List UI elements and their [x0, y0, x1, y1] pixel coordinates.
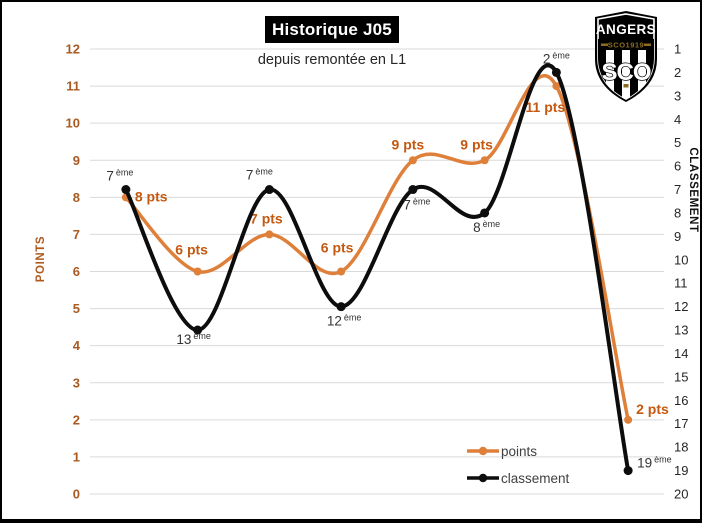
left-axis-tick: 10 [66, 116, 80, 131]
right-axis-tick: 17 [674, 416, 688, 431]
points-data-label: 6 pts [175, 242, 208, 258]
logo-club-name: ANGERS [596, 22, 656, 37]
chart-title: Historique J05 [272, 19, 392, 39]
points-data-label: 8 pts [135, 188, 168, 204]
classement-line-key-icon [467, 473, 499, 483]
points-data-label: 9 pts [392, 136, 425, 152]
classement-marker [551, 67, 561, 77]
left-axis-title: POINTS [35, 235, 47, 283]
classement-marker [121, 185, 131, 195]
right-axis-tick: 10 [674, 252, 688, 267]
points-data-label: 6 pts [321, 240, 354, 256]
classement-marker [623, 466, 633, 476]
right-axis-tick: 14 [674, 346, 688, 361]
classement-marker [264, 185, 274, 195]
right-axis-tick: 12 [674, 299, 688, 314]
points-data-label: 2 pts [636, 401, 669, 417]
left-axis-tick: 2 [73, 412, 80, 427]
chart-subtitle: depuis remontée en L1 [257, 52, 407, 68]
angers-sco-logo: ANGERS SCO1919 SCO [590, 10, 662, 103]
classement-data-label: 7 ème [106, 168, 133, 184]
right-axis-tick: 6 [674, 159, 681, 174]
classement-marker [193, 325, 203, 335]
left-axis-tick: 12 [66, 42, 80, 57]
points-data-label: 9 pts [460, 136, 493, 152]
right-axis-title: CLASSEMENT [687, 147, 699, 233]
right-axis-tick: 18 [674, 440, 688, 455]
points-series-line [124, 74, 630, 422]
classement-data-label: 19 ème [637, 455, 672, 471]
left-axis-tick: 1 [73, 449, 80, 464]
legend: points classement [466, 442, 569, 487]
points-line-key-icon [467, 446, 499, 456]
classement-data-label: 7 ème [246, 167, 273, 183]
left-axis-tick: 4 [73, 338, 81, 353]
right-axis-tick: 5 [674, 135, 681, 150]
points-marker [265, 230, 274, 239]
points-marker [624, 415, 633, 424]
logo-gold-mark [623, 84, 629, 88]
legend-item-classement: classement [466, 469, 569, 487]
right-axis-tick: 1 [674, 42, 681, 57]
points-marker [337, 267, 346, 276]
left-axis-tick: 5 [73, 301, 80, 316]
left-axis-tick: 3 [73, 375, 80, 390]
points-marker [552, 82, 561, 91]
right-axis-tick: 11 [674, 276, 688, 291]
points-data-label: 7 pts [250, 210, 283, 226]
left-axis-tick: 8 [73, 190, 80, 205]
right-axis-tick: 2 [674, 65, 681, 80]
right-axis-tick: 15 [674, 369, 688, 384]
points-marker [193, 267, 202, 276]
left-axis-tick: 11 [66, 79, 80, 94]
left-axis-tick: 7 [73, 227, 80, 242]
right-axis-tick: 4 [674, 112, 681, 127]
logo-banner-text: SCO1919 [608, 41, 644, 50]
right-axis-tick: 9 [674, 229, 681, 244]
classement-marker [336, 302, 346, 312]
logo-monogram: SCO [601, 59, 650, 86]
classement-series-line [123, 63, 631, 473]
classement-data-label: 7 ème [403, 197, 430, 213]
legend-label-classement: classement [501, 470, 570, 486]
classement-data-label: 2 ème [543, 50, 570, 66]
right-axis-tick: 3 [674, 88, 681, 103]
right-axis-tick: 20 [674, 487, 688, 502]
chart-title-box: Historique J05 [265, 16, 399, 43]
classement-marker [480, 208, 490, 218]
angers-sco-crest-icon: ANGERS SCO1919 SCO [595, 11, 657, 102]
classement-data-label: 12 ème [327, 313, 362, 329]
left-axis-tick: 6 [73, 264, 80, 279]
left-axis-tick: 0 [73, 487, 80, 502]
left-axis-tick: 9 [73, 153, 80, 168]
points-data-label: 11 pts [526, 99, 566, 115]
legend-item-points: points [466, 442, 569, 460]
right-axis-tick: 16 [674, 393, 688, 408]
right-axis-tick: 8 [674, 205, 681, 220]
classement-marker [408, 185, 418, 195]
right-axis-tick: 7 [674, 182, 681, 197]
legend-label-points: points [501, 443, 538, 459]
classement-data-label: 8 ème [473, 219, 500, 235]
classement-data-label: 13 ème [176, 331, 211, 347]
points-marker [480, 156, 489, 165]
points-marker [408, 156, 417, 165]
right-axis-tick: 19 [674, 463, 688, 478]
right-axis-tick: 13 [674, 323, 688, 338]
